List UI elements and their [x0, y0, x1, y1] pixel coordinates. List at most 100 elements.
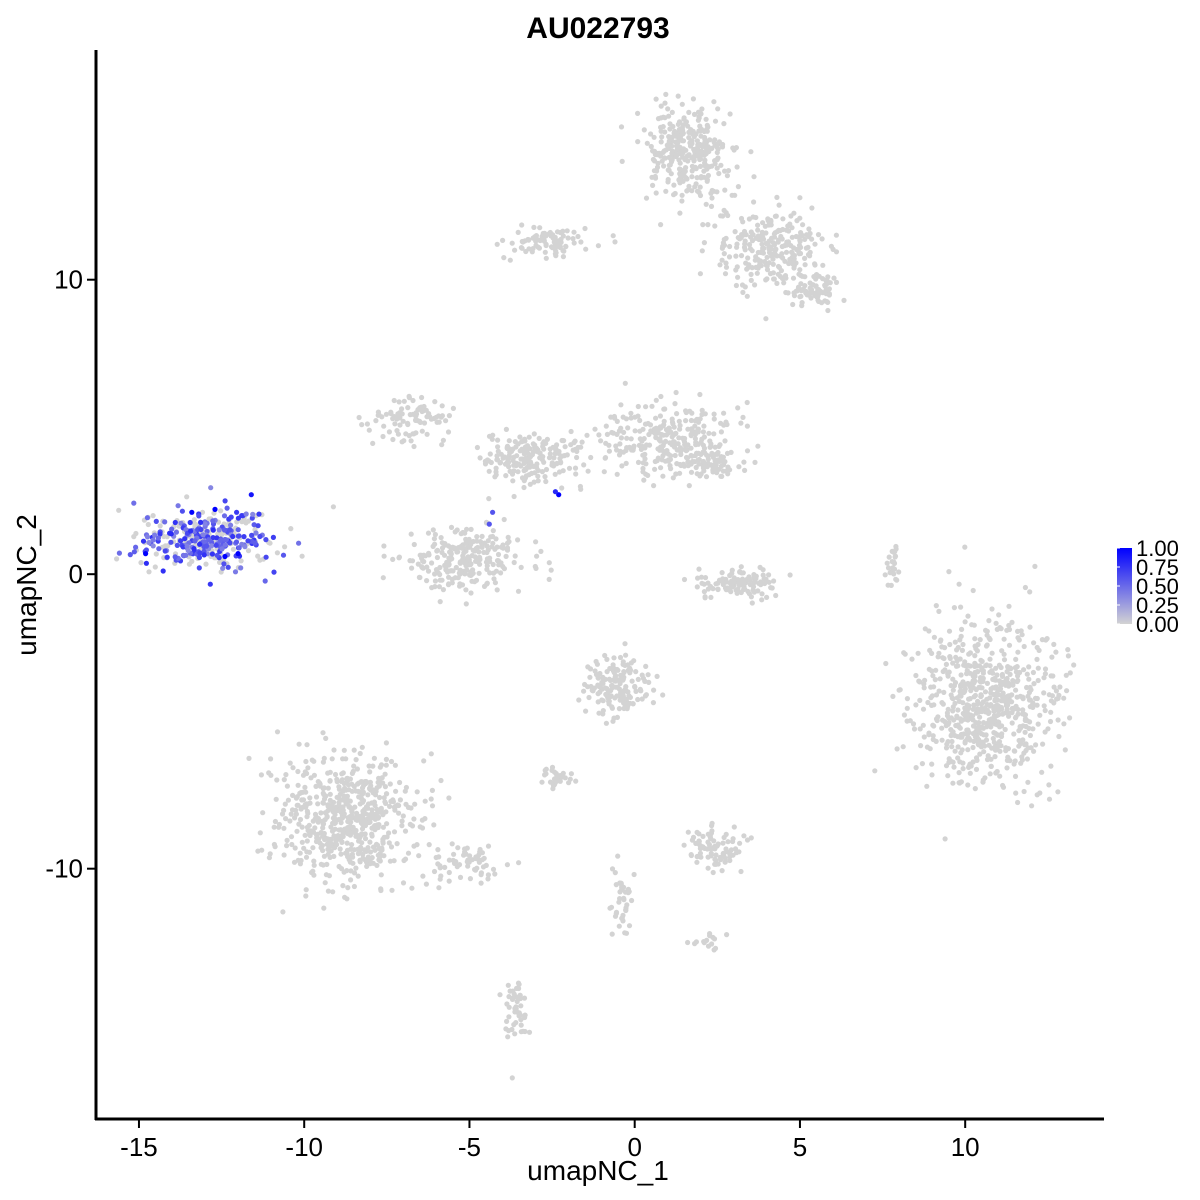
data-point — [809, 236, 815, 242]
data-point — [720, 851, 726, 857]
data-point — [340, 830, 346, 837]
data-point — [476, 859, 482, 865]
data-point — [379, 780, 385, 786]
data-point — [488, 534, 494, 540]
data-point — [390, 556, 396, 563]
data-point — [114, 556, 120, 562]
data-point — [429, 803, 436, 809]
data-point — [314, 832, 320, 838]
data-point — [841, 297, 847, 303]
data-point — [977, 678, 983, 684]
data-point — [552, 234, 558, 240]
x-tick-label: -5 — [458, 1132, 481, 1162]
data-point — [745, 255, 751, 261]
data-point — [609, 931, 615, 937]
data-point — [979, 658, 985, 665]
data-point — [668, 171, 674, 177]
data-point — [701, 939, 707, 945]
data-point — [770, 240, 777, 246]
data-point — [473, 854, 479, 860]
data-point — [705, 865, 711, 871]
y-tick-label: 0 — [69, 559, 83, 589]
data-point — [440, 587, 446, 593]
data-point — [984, 701, 990, 708]
data-point — [535, 473, 541, 479]
data-point — [643, 195, 650, 201]
data-point — [319, 818, 325, 824]
data-point — [599, 679, 605, 686]
data-point — [445, 582, 452, 588]
data-point — [359, 422, 365, 428]
data-point — [354, 814, 360, 820]
data-point — [748, 277, 754, 283]
data-point — [381, 834, 387, 841]
data-point — [529, 470, 535, 476]
data-point — [504, 455, 510, 461]
data-point — [653, 96, 659, 102]
data-point — [552, 471, 558, 477]
data-point — [725, 839, 731, 845]
data-point — [643, 404, 649, 410]
data-point — [722, 187, 728, 193]
data-point — [949, 738, 955, 745]
data-point — [378, 762, 385, 768]
data-point — [465, 863, 471, 869]
data-point — [514, 453, 520, 459]
data-point — [920, 706, 927, 712]
data-point — [495, 437, 501, 443]
data-point — [304, 808, 310, 815]
data-point — [700, 458, 707, 465]
data-point — [991, 706, 997, 712]
data-point — [970, 744, 976, 751]
data-point — [670, 439, 677, 445]
data-point — [970, 706, 976, 712]
data-point — [666, 113, 672, 119]
data-point — [753, 264, 759, 270]
data-point — [705, 172, 712, 179]
data-point — [670, 475, 676, 481]
data-point — [977, 714, 983, 720]
data-point — [228, 522, 234, 528]
data-point — [320, 847, 326, 854]
data-point — [974, 706, 980, 712]
data-point — [492, 580, 498, 586]
data-point — [487, 570, 493, 576]
data-point — [202, 521, 208, 527]
data-point — [419, 428, 425, 434]
data-point — [982, 689, 989, 695]
data-point — [768, 585, 774, 591]
data-point — [153, 551, 159, 557]
data-point — [686, 483, 692, 489]
data-point — [511, 493, 517, 500]
data-point — [951, 605, 958, 611]
data-point — [318, 810, 324, 816]
data-point — [505, 534, 511, 541]
data-point — [490, 432, 496, 438]
data-point — [568, 771, 575, 777]
data-point — [755, 443, 761, 449]
data-point — [704, 128, 710, 134]
data-point — [423, 881, 429, 887]
x-tick-label: -10 — [285, 1132, 323, 1162]
data-point — [364, 779, 370, 785]
data-point — [952, 680, 959, 686]
data-point — [1041, 675, 1047, 681]
data-point — [774, 194, 780, 200]
data-point — [497, 992, 503, 998]
data-point — [414, 842, 420, 848]
data-point — [1005, 746, 1012, 752]
data-point — [472, 579, 478, 585]
data-point — [281, 825, 287, 831]
data-point — [304, 801, 310, 807]
data-point — [202, 539, 208, 545]
data-point — [210, 518, 216, 524]
data-point — [727, 857, 733, 864]
data-point — [372, 827, 378, 833]
data-point — [299, 553, 305, 559]
data-point — [955, 663, 961, 669]
data-point — [498, 570, 504, 576]
data-point — [624, 435, 630, 441]
data-point — [676, 435, 682, 441]
data-point — [687, 408, 693, 414]
data-point — [604, 431, 611, 437]
